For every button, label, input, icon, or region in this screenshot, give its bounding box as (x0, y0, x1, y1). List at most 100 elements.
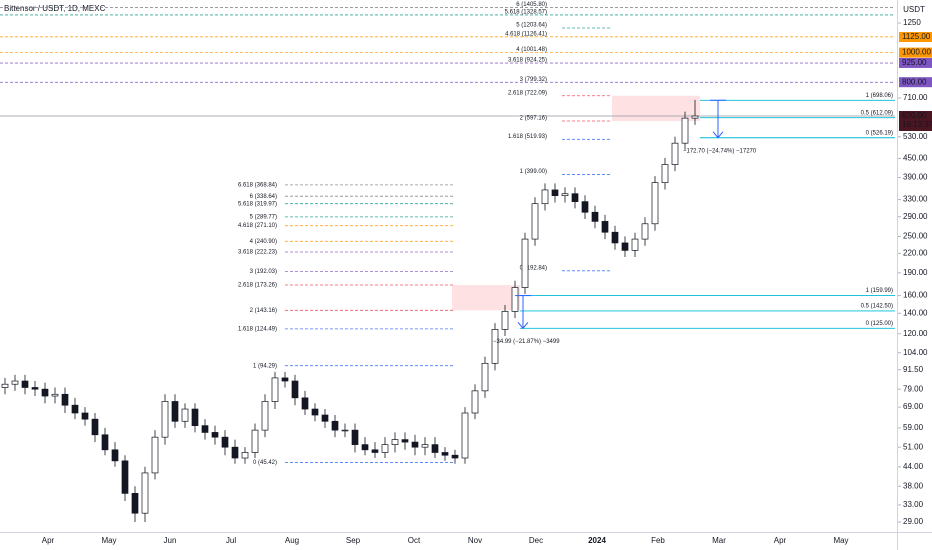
candle-body (691, 115, 699, 119)
candle-body (631, 238, 639, 251)
candle-body (671, 142, 679, 165)
x-tick-label: Aug (285, 536, 299, 545)
countdown: 16:13:37 (902, 120, 932, 129)
candle-body (651, 182, 659, 225)
arrow-head (712, 131, 724, 139)
candle-body (381, 444, 389, 453)
y-tick-label: 51.00 (903, 442, 924, 451)
candle-body (261, 401, 269, 431)
candle-body (171, 401, 179, 422)
candle-body (601, 221, 609, 233)
candle-body (551, 189, 559, 196)
measure-label: 0.5 (612.09) (861, 110, 893, 116)
y-tick-label: 59.00 (903, 423, 924, 432)
fib-label: 1.618 (124.49) (238, 326, 277, 332)
measure-label: 0 (125.00) (866, 321, 893, 327)
fib-label: 3.618 (924.25) (508, 58, 547, 64)
fib-label: 6 (338.64) (250, 194, 277, 200)
y-tick-label: 250.00 (903, 232, 928, 241)
candle-body (461, 412, 469, 459)
arrow-head (517, 321, 529, 330)
y-tick-label: 390.00 (903, 173, 928, 182)
measure-change: −34.99 (−21.87%) −3499 (493, 339, 560, 345)
candle-body (361, 444, 369, 451)
price-tag-label: 1125.00 (902, 32, 931, 41)
x-tick-label: Feb (651, 536, 665, 545)
fib-label: 2.618 (722.09) (508, 90, 547, 96)
candle-body (451, 454, 459, 459)
candle-body (251, 429, 259, 453)
x-tick-label: 2024 (588, 536, 606, 545)
candle-body (31, 387, 39, 390)
candle-body (151, 436, 159, 474)
measure-label: 1 (159.99) (866, 288, 893, 294)
price-tag-label: 800.00 (902, 77, 927, 86)
candle-body (341, 429, 349, 432)
candle-body (281, 377, 289, 382)
candle-body (221, 436, 229, 448)
y-tick-label: 29.00 (903, 517, 924, 526)
candle-body (531, 203, 539, 240)
candle-body (211, 432, 219, 438)
candle-body (51, 393, 59, 397)
candle-body (91, 418, 99, 436)
fib-label: 4 (1001.48) (516, 47, 547, 53)
fib-label: 1.618 (519.93) (508, 134, 547, 140)
candle-body (81, 412, 89, 420)
y-tick-label: 120.00 (903, 329, 928, 338)
candle-body (11, 380, 19, 385)
y-tick-label: 38.00 (903, 481, 924, 490)
candle-body (471, 390, 479, 414)
y-tick-label: 104.00 (903, 348, 928, 357)
candle-body (271, 377, 279, 402)
price-tag (899, 57, 932, 68)
fib-label: 0 (192.84) (520, 265, 547, 271)
candle-body (501, 311, 509, 330)
fib-label: 3.618 (222.23) (238, 250, 277, 256)
fib-label: 4 (240.90) (250, 239, 277, 245)
candle-body (241, 452, 249, 459)
x-tick-label: Jun (164, 536, 177, 545)
y-tick-label: 190.00 (903, 268, 928, 277)
y-tick-label: 220.00 (903, 248, 928, 257)
last-price-tag (899, 110, 932, 131)
measure-label: 0 (526.19) (866, 130, 893, 136)
candle-body (141, 472, 149, 514)
candle-body (591, 211, 599, 222)
candle-body (321, 414, 329, 422)
fib-label: 5.618 (1328.57) (505, 10, 547, 16)
price-tag-label: 925.00 (902, 58, 927, 67)
y-tick-label: 91.50 (903, 365, 924, 374)
candle-body (511, 287, 519, 312)
x-tick-label: Nov (468, 536, 482, 545)
currency-label: USDT (903, 5, 925, 14)
candle-body (331, 420, 339, 431)
candle-body (181, 408, 189, 422)
y-tick-label: 330.00 (903, 195, 928, 204)
measure-label: 0.5 (142.50) (861, 304, 893, 310)
x-tick-label: Apr (42, 536, 55, 545)
candle-body (111, 449, 119, 462)
y-tick-label: 33.00 (903, 500, 924, 509)
y-tick-label: 530.00 (903, 132, 928, 141)
measure-change: −172.70 (−24.74%) −17270 (683, 148, 757, 154)
fib-zone (452, 285, 520, 311)
candle-body (101, 434, 109, 451)
candle-body (481, 362, 489, 392)
candle-body (291, 380, 299, 399)
candle-body (421, 444, 429, 448)
fib-label: 5 (1203.64) (516, 23, 547, 29)
candle-body (311, 408, 319, 416)
candle-body (491, 329, 499, 364)
candle-body (61, 393, 69, 406)
fib-label: 3 (192.03) (250, 269, 277, 275)
y-tick-label: 79.00 (903, 384, 924, 393)
candle-body (21, 380, 29, 388)
y-tick-label: 44.00 (903, 462, 924, 471)
x-tick-label: Apr (774, 536, 787, 545)
fib-label: 1 (399.00) (520, 169, 547, 175)
candle-body (431, 444, 439, 453)
candle-body (191, 408, 199, 426)
